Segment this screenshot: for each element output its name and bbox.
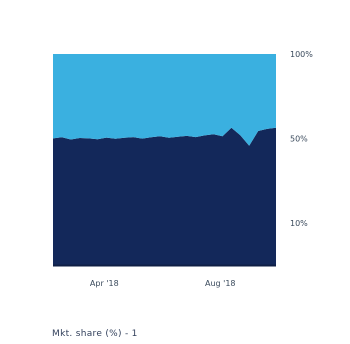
y-tick-label: 50% xyxy=(290,134,308,143)
y-tick-label: 100% xyxy=(290,50,313,59)
x-tick-label: Aug '18 xyxy=(205,279,236,288)
axis-ticks: Apr '18 Aug '18 100% 50% 10% xyxy=(90,50,313,288)
x-tick-label: Apr '18 xyxy=(90,279,119,288)
y-tick-label: 10% xyxy=(290,219,308,228)
area-series-2 xyxy=(53,54,276,146)
footnote: Mkt. share (%) - 1 xyxy=(52,329,138,339)
area-series-1 xyxy=(53,127,276,265)
plot-area xyxy=(53,54,276,265)
